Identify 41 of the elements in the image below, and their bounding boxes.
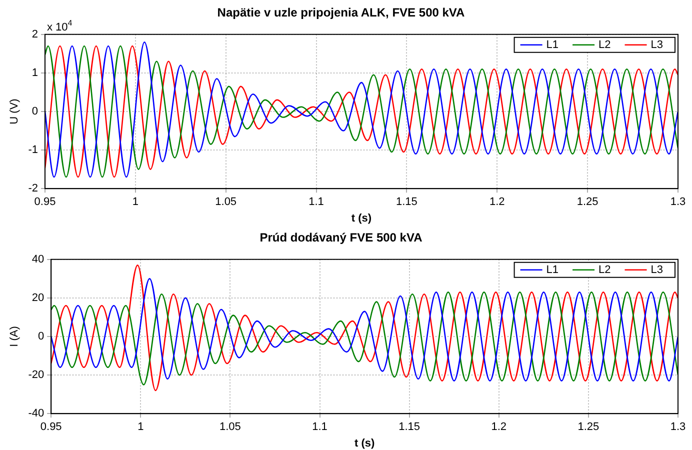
chart-title: Prúd dodávaný FVE 500 kVA	[260, 230, 423, 245]
x-tick-label: 1.3	[670, 421, 686, 434]
y-tick-label: 2	[32, 28, 38, 40]
x-tick-label: 1.1	[312, 421, 328, 434]
x-tick-label: 1.15	[396, 196, 418, 208]
legend-label: L2	[598, 38, 611, 51]
x-tick-label: 0.95	[34, 196, 56, 208]
x-tick-label: 1.25	[578, 421, 600, 434]
legend-label: L2	[598, 264, 611, 276]
line-series	[51, 264, 678, 392]
x-tick-label: 0.95	[40, 421, 62, 434]
x-tick-label: 1.05	[215, 196, 237, 208]
legend-label: L1	[546, 264, 559, 276]
y-tick-label: 40	[32, 253, 44, 266]
x-tick-label: 1.2	[491, 421, 507, 434]
x-axis-title: t (s)	[351, 212, 372, 224]
y-tick-label: -40	[28, 408, 44, 420]
y-tick-label: 0	[38, 330, 44, 343]
legend-label: L1	[546, 38, 559, 51]
x-tick-label: 1.05	[220, 421, 241, 434]
y-tick-label: 0	[32, 106, 38, 118]
line-series	[51, 278, 678, 382]
line-series	[51, 292, 678, 386]
x-tick-label: 1.2	[489, 196, 505, 208]
legend-label: L3	[650, 264, 664, 276]
x-tick-label: 1.3	[670, 196, 686, 208]
x-tick-label: 1.25	[576, 196, 598, 208]
y-tick-label: -1	[28, 144, 38, 156]
x-axis-title: t (s)	[354, 437, 375, 450]
x-tick-label: 1	[132, 196, 138, 208]
legend-label: L3	[650, 38, 664, 51]
y-tick-label: -2	[28, 182, 38, 195]
y-axis-title: U (V)	[8, 98, 21, 124]
y-tick-label: 20	[32, 292, 44, 304]
x-tick-label: 1.1	[308, 196, 324, 208]
y-axis-title: I (A)	[8, 326, 21, 347]
chart-title: Napätie v uzle pripojenia ALK, FVE 500 kVA	[217, 6, 466, 20]
y-tick-label: -20	[28, 369, 44, 382]
x-tick-label: 1.15	[398, 421, 420, 434]
y-tick-label: 1	[32, 66, 38, 79]
x-tick-label: 1	[138, 421, 144, 434]
